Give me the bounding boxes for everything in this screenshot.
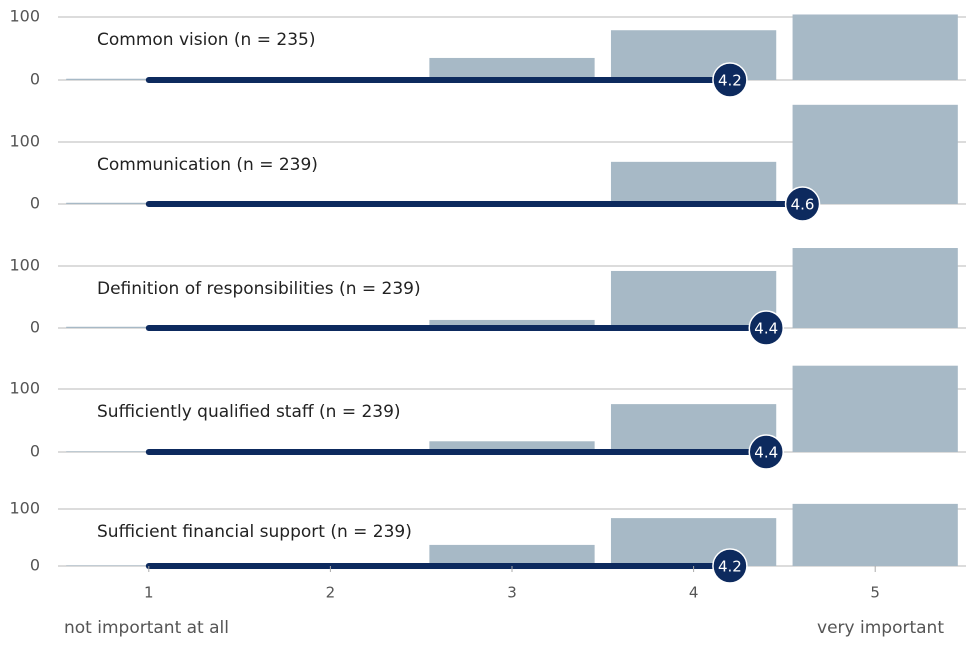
mean-marker	[748, 310, 784, 346]
right-scale-label: very important	[817, 618, 944, 638]
panel-title: Common vision (n = 235)	[97, 30, 315, 50]
bar	[610, 30, 777, 80]
bar	[610, 270, 777, 328]
panel-title: Communication (n = 239)	[97, 155, 318, 175]
mean-label: 4.2	[718, 72, 742, 90]
panel-title: Sufficiently qualified staff (n = 239)	[97, 402, 401, 422]
bar	[792, 104, 958, 204]
y-tick-label: 0	[30, 70, 40, 89]
panel-title: Sufficient financial support (n = 239)	[97, 522, 412, 542]
bar	[792, 365, 958, 452]
y-tick-label: 100	[9, 379, 40, 398]
bar	[429, 57, 595, 80]
bar	[610, 518, 777, 566]
y-tick-label: 0	[30, 556, 40, 575]
y-tick-label: 100	[9, 132, 40, 151]
mean-marker	[748, 434, 784, 470]
mean-marker	[712, 62, 748, 98]
mean-label: 4.6	[791, 196, 815, 214]
mean-label: 4.2	[718, 558, 742, 576]
bar	[792, 503, 958, 566]
bar	[792, 14, 958, 81]
left-scale-label: not important at all	[64, 618, 229, 638]
x-tick-label: 2	[326, 584, 336, 602]
bar	[610, 161, 777, 204]
x-tick-label: 4	[689, 584, 699, 602]
y-tick-label: 100	[9, 499, 40, 518]
bar	[610, 404, 777, 452]
mean-marker	[712, 548, 748, 584]
y-tick-label: 100	[9, 256, 40, 275]
bar	[429, 544, 595, 566]
mean-label: 4.4	[754, 320, 778, 338]
x-tick-label: 1	[144, 584, 154, 602]
x-tick-label: 3	[507, 584, 517, 602]
bar	[429, 319, 595, 328]
y-tick-label: 0	[30, 194, 40, 213]
y-tick-label: 0	[30, 318, 40, 337]
bar	[429, 441, 595, 452]
x-tick-label: 5	[870, 584, 880, 602]
y-tick-label: 100	[9, 7, 40, 26]
mean-label: 4.4	[754, 444, 778, 462]
panel-title: Definition of responsibilities (n = 239)	[97, 279, 421, 299]
y-tick-label: 0	[30, 442, 40, 461]
bar	[792, 248, 958, 328]
mean-marker	[784, 186, 821, 222]
